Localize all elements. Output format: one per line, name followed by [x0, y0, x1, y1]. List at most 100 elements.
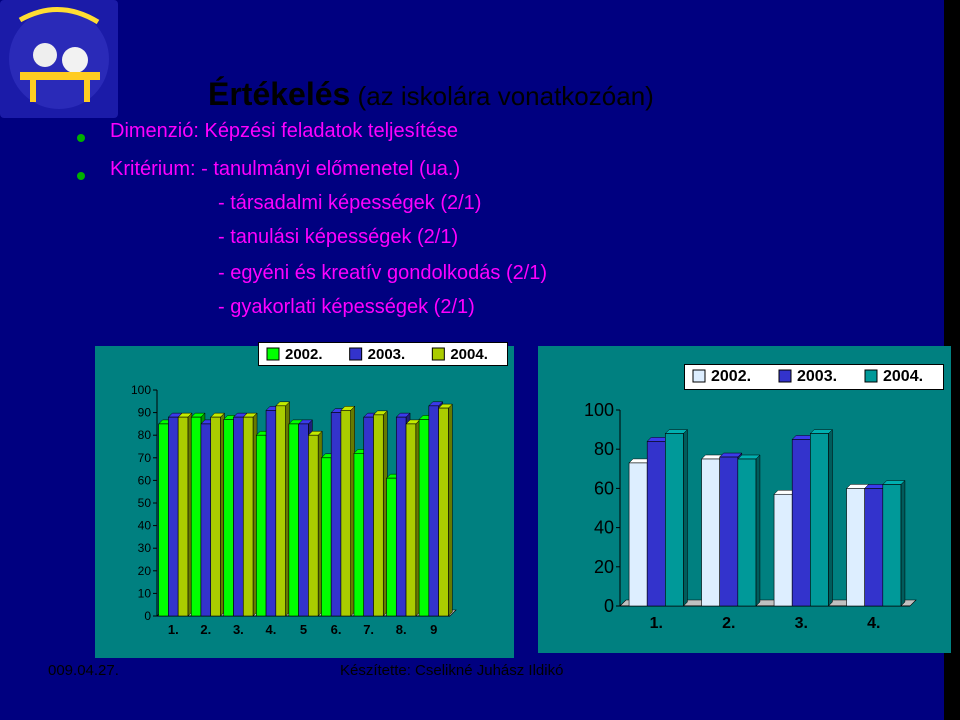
bar-2004-7	[373, 414, 384, 617]
bar-2003-8	[395, 416, 407, 617]
y-tick-label: 100	[131, 383, 151, 397]
bullet-criterion: Kritérium: - tanulmányi előmenetel (ua.)	[110, 158, 461, 180]
y-tick-label: 20	[138, 564, 152, 578]
bar-2004-2	[210, 416, 221, 617]
bar-2004-9	[438, 407, 449, 617]
footer-date: 009.04.27.	[48, 662, 119, 679]
y-tick-label: 0	[604, 596, 614, 616]
bar-2003-2	[719, 456, 739, 607]
chart-2: 0 20 40 60 80 100 1. 2. 3. 4.	[538, 346, 951, 653]
title-rest: (az iskolára vonatkozóan)	[350, 81, 654, 111]
chart-2-svg: 0 20 40 60 80 100 1. 2. 3. 4.	[584, 400, 917, 632]
y-tick-label: 40	[594, 518, 614, 538]
x-tick-label: 1.	[168, 622, 179, 637]
y-tick-label: 100	[584, 400, 614, 420]
bar-2003-1	[646, 441, 666, 607]
y-tick-label: 0	[144, 609, 151, 623]
bar-2004-1	[665, 433, 684, 607]
bar-2002-5	[288, 423, 299, 617]
bar-2004-5	[308, 434, 319, 617]
x-tick-label: 4.	[266, 622, 277, 637]
y-tick-label: 70	[138, 451, 152, 465]
bar-2002-1	[628, 462, 648, 607]
legend-label: 2003.	[368, 346, 406, 363]
chart-2-legend: 2002. 2003. 2004.	[684, 364, 944, 390]
y-tick-label: 30	[138, 541, 152, 555]
x-tick-label: 7.	[363, 622, 374, 637]
bar-2004-6	[340, 410, 352, 617]
y-tick-label: 20	[594, 557, 614, 577]
bar-2004-1	[177, 416, 189, 617]
bar-side	[448, 403, 453, 617]
bar-2002-7	[353, 452, 365, 617]
bar-side	[755, 454, 761, 607]
bar-2003-1	[168, 416, 179, 617]
y-tick-label: 60	[138, 473, 152, 487]
legend-swatch	[349, 347, 363, 361]
sub-item: - tanulási képességek (2/1)	[218, 226, 459, 248]
bar-2003-5	[298, 423, 309, 617]
y-tick-label: 50	[138, 496, 152, 510]
footer-author: Készítette: Cselikné Juhász Ildikó	[340, 662, 564, 679]
bar-2003-9	[428, 405, 439, 617]
chart-1: 0 10 20 30 40 50 60 70 80 90 100 1. 2. 3. 4. 5 6. 7. 8. 9	[95, 346, 514, 658]
x-tick-label: 3.	[233, 622, 244, 637]
bar-2002-3	[223, 419, 234, 617]
y-tick-label: 40	[138, 519, 152, 533]
sub-item: - társadalmi képességek (2/1)	[218, 192, 482, 214]
legend-swatch	[778, 369, 792, 383]
bar-2004-8	[405, 423, 417, 617]
legend-swatch	[692, 369, 706, 383]
legend-label: 2004.	[883, 368, 923, 385]
chart-1-svg: 0 10 20 30 40 50 60 70 80 90 100 1. 2. 3. 4. 5 6. 7. 8. 9	[131, 383, 457, 637]
bar-2002-4	[846, 488, 865, 607]
x-tick-label: 9	[430, 622, 437, 637]
y-tick-label: 10	[138, 586, 152, 600]
bar-2002-2	[190, 416, 202, 617]
x-tick-label: 4.	[867, 615, 880, 632]
bar-2002-8	[386, 477, 397, 617]
y-tick-label: 90	[138, 406, 152, 420]
bar-2002-6	[321, 457, 332, 617]
bullet-icon	[76, 130, 86, 142]
legend-swatch	[266, 347, 280, 361]
bar-2003-3	[233, 416, 244, 617]
legend-swatch	[864, 369, 878, 383]
legend-swatch	[431, 347, 445, 361]
x-tick-label: 6.	[331, 622, 342, 637]
bar-2002-9	[418, 419, 430, 617]
bar-2003-3	[791, 439, 811, 607]
y-tick-label: 60	[594, 478, 614, 498]
bar-2003-4	[864, 488, 884, 607]
bar-top	[882, 480, 906, 485]
legend-label: 2003.	[797, 368, 837, 385]
x-tick-label: 2.	[722, 615, 735, 632]
slide-title: Értékelés (az iskolára vonatkozóan)	[208, 76, 654, 113]
chart-1-legend: 2002. 2003. 2004.	[258, 342, 508, 366]
bar-side	[828, 428, 833, 607]
bar-top	[737, 454, 761, 460]
bar-2002-2	[701, 458, 720, 607]
sub-item: - gyakorlati képességek (2/1)	[218, 296, 475, 318]
bar-2002-1	[158, 423, 169, 617]
bar-side	[683, 428, 688, 607]
bar-2003-4	[265, 410, 277, 617]
bar-top	[719, 452, 743, 458]
bullet-dimension: Dimenzió: Képzési feladatok teljesítése	[110, 120, 458, 142]
bar-2004-3	[810, 433, 829, 607]
bar-2002-3	[773, 493, 793, 607]
bar-2004-3	[242, 416, 254, 617]
bar-side	[900, 479, 906, 607]
bar-2003-2	[200, 423, 212, 617]
x-tick-label: 2.	[200, 622, 211, 637]
bar-2004-2	[737, 458, 757, 607]
x-tick-label: 1.	[650, 615, 663, 632]
bar-2004-4	[882, 484, 902, 607]
bullet-icon	[76, 168, 86, 180]
title-bold: Értékelés	[208, 76, 351, 112]
bar-top	[809, 429, 834, 434]
y-tick-label: 80	[594, 439, 614, 459]
x-tick-label: 3.	[795, 615, 808, 632]
legend-label: 2004.	[450, 346, 488, 363]
x-tick-label: 8.	[396, 622, 407, 637]
